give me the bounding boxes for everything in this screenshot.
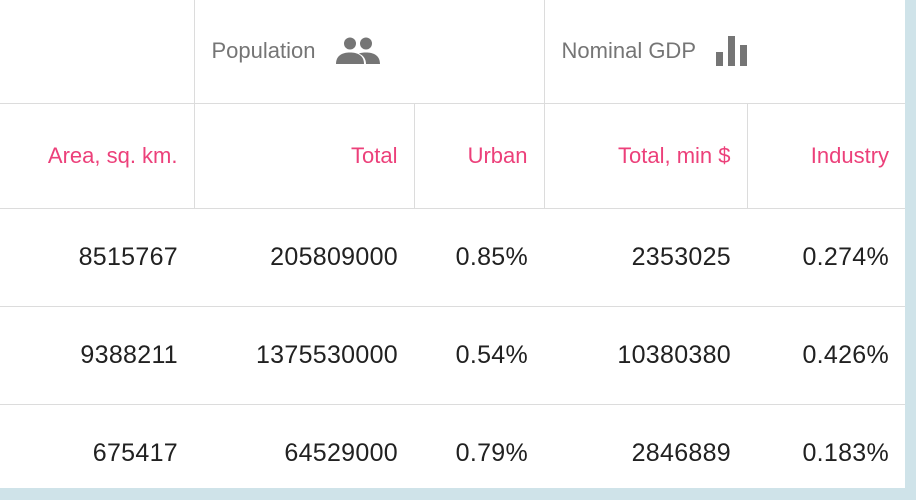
cell-industry: 0.426% (747, 306, 905, 405)
cell-urban: 0.79% (455, 438, 529, 467)
col-header-population-total[interactable]: Total (193, 103, 414, 209)
col-header-industry[interactable]: Industry (746, 103, 905, 209)
cell-industry: 0.183% (802, 438, 890, 467)
cell-urban: 0.54% (414, 306, 545, 405)
cell-area: 8515767 (0, 208, 194, 307)
people-icon (335, 36, 381, 66)
header-corner (0, 0, 194, 104)
column-header-row: Area, sq. km. Total Urban Total, min $ I… (0, 103, 905, 209)
group-header-row: Population Nominal GDP (0, 0, 905, 104)
cell-area: 9388211 (0, 306, 194, 405)
cell-gdp-total: 10380380 (544, 306, 748, 405)
data-table: Population Nominal GDP (0, 0, 905, 488)
cell-gdp-total: 2353025 (544, 208, 748, 307)
bar-chart-icon (716, 34, 750, 68)
group-header-nominal-gdp: Nominal GDP (543, 0, 905, 104)
page-background-strip (905, 0, 916, 500)
cell-population-total: 1375530000 (194, 306, 414, 405)
col-header-gdp-total[interactable]: Total, min $ (543, 103, 748, 209)
table-row: 675417 64529000 0.79% 2846889 0.183% (0, 404, 905, 488)
table-row: 8515767 205809000 0.85% 2353025 0.274% (0, 208, 905, 307)
col-header-area[interactable]: Area, sq. km. (0, 103, 194, 209)
cell-population-total: 64529000 (284, 438, 398, 467)
table-row: 9388211 1375530000 0.54% 10380380 0.426% (0, 306, 905, 405)
cell-urban: 0.85% (414, 208, 545, 307)
cell-industry: 0.274% (747, 208, 905, 307)
col-header-urban[interactable]: Urban (413, 103, 545, 209)
group-label-population: Population (211, 38, 316, 64)
group-header-population: Population (193, 0, 545, 104)
cell-area: 675417 (92, 438, 178, 467)
cell-population-total: 205809000 (194, 208, 414, 307)
group-label-nominal-gdp: Nominal GDP (561, 38, 696, 64)
data-table-card: Population Nominal GDP (0, 0, 905, 488)
cell-gdp-total: 2846889 (631, 438, 732, 467)
